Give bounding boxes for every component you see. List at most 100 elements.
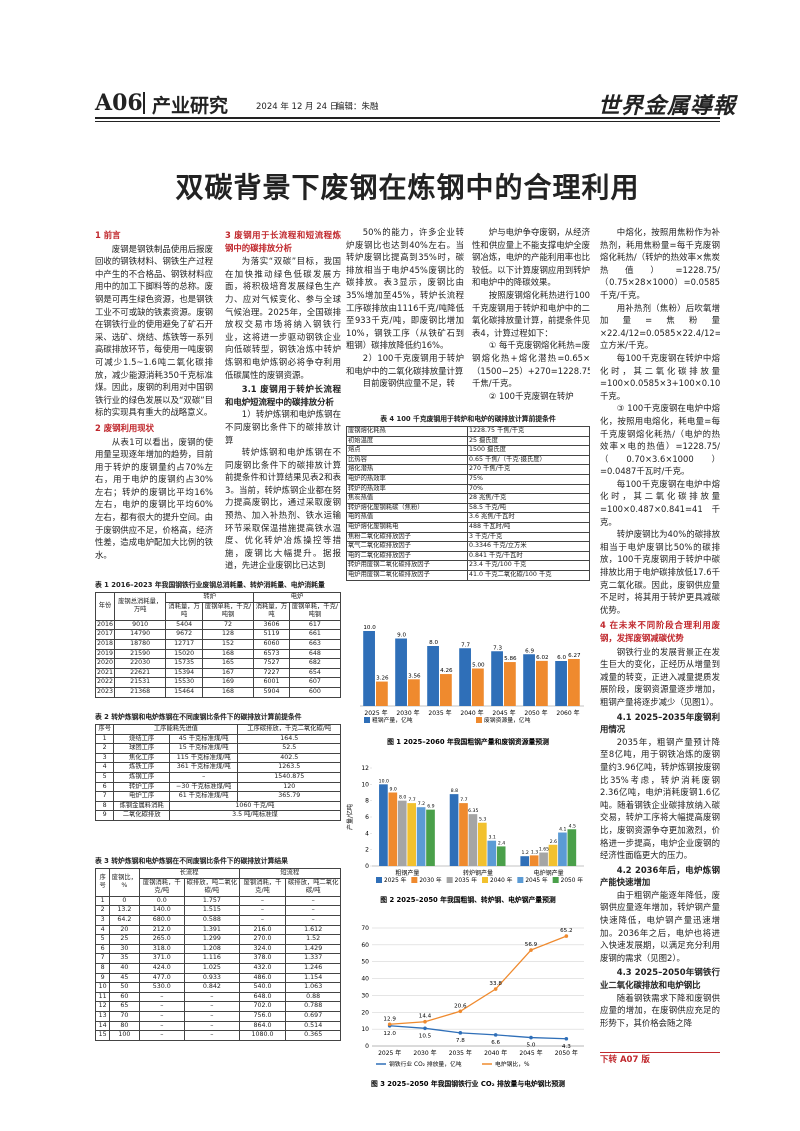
table-cell: – <box>285 914 341 926</box>
data-label: 65.2 <box>560 928 572 934</box>
data-label: 4.1 <box>559 827 566 833</box>
data-label: 6.9 <box>525 648 534 654</box>
table-cell: 432.0 <box>238 962 287 974</box>
header-cell: 废钢单耗，千克/吨钢 <box>288 601 342 621</box>
text-column: 炉与电炉争夺废钢，从经济性和供应量上不能支撑电炉全废钢冶炼，电炉的产能利用率也比… <box>472 226 590 412</box>
table-cell: 100 <box>109 1030 140 1041</box>
table-cell: 0.841 千克/千瓦时 <box>467 550 590 562</box>
table-block: 表 3 转炉炼钢和电炉炼钢在不同废钢比条件下的碳排放计算结果 序号 废钢比，% 长流程… <box>94 856 342 1041</box>
table-cell: 58.5 千克/吨 <box>467 502 590 514</box>
table-cell: 电炉的热效率 <box>346 473 468 485</box>
table-row: 5 炼钢工序 –1540.875 <box>94 771 341 783</box>
table-cell: 41.0 千克二氧化碳/100 千克 <box>467 569 590 581</box>
data-label: 5.3 <box>479 817 486 823</box>
heading: 4.2 2036年后，电炉炼钢产能快速增加 <box>600 864 720 888</box>
x-tick-label: 2045 年 <box>519 1049 542 1057</box>
line <box>389 935 567 1025</box>
bar <box>478 822 487 866</box>
y-tick-label: 6 <box>365 814 369 821</box>
table-cell: 45 <box>109 972 140 984</box>
table-cell: 20 <box>109 924 140 936</box>
heading: 3 废钢用于长流程和短流程炼钢中的碳排放分析 <box>225 230 341 253</box>
table-cell: 二氧化碳排放 <box>113 810 170 821</box>
table-cell: 5904 <box>253 686 290 698</box>
table-cell: 152 <box>201 638 255 650</box>
point <box>423 1026 427 1031</box>
table-cell: 0.697 <box>285 1010 341 1022</box>
header-group: 长流程 <box>138 868 240 879</box>
table-cell: 1.515 <box>184 905 240 916</box>
table-row: 焦炭热值 28 兆焦/千克 <box>346 493 590 504</box>
x-tick-label: 2030 年 <box>413 1049 436 1057</box>
table-cell: 28 兆焦/千克 <box>467 493 590 504</box>
table-cell: 1.391 <box>184 924 240 936</box>
table-cell: 13.2 <box>109 905 140 916</box>
paragraph: 转炉炼钢和电炉炼钢在不同废钢比条件下的碳排放计算前提条件和计算结果见表2和表3。… <box>225 447 341 571</box>
table-cell: 12 <box>94 1001 111 1012</box>
table-cell: 1.429 <box>285 943 341 955</box>
table-row: 2018 18780 12717 152 6060 663 <box>94 638 342 650</box>
paragraph: 钢铁行业的发展背景正在发生巨大的变化，正经历从增量到减量的转变，正进入减量提质发… <box>600 646 720 707</box>
table-cell: 60 <box>109 991 140 1003</box>
table-cell: 25 <box>109 934 140 945</box>
bar <box>539 852 548 866</box>
data-label: 2.4 <box>498 840 505 846</box>
table-cell: 365.79 <box>237 791 341 802</box>
bar <box>468 814 478 866</box>
table-row: 熔化潜热 270 千焦/千克 <box>346 464 590 475</box>
table-cell: 1.299 <box>184 934 240 945</box>
legend-swatch <box>476 717 482 723</box>
table-cell: 1.025 <box>184 962 240 974</box>
table-cell: 6001 <box>253 677 290 688</box>
table-row: 6 30 318.0 1.208 324.0 1.429 <box>94 943 341 955</box>
table-cell: 1228.75 千焦/千克 <box>467 426 590 437</box>
table-cell: 0.65 千焦/（千克·摄氏度） <box>467 454 590 466</box>
data-label: 33.8 <box>489 981 502 987</box>
table-cell: 324.0 <box>238 943 287 955</box>
table-cell: 378.0 <box>238 953 287 964</box>
table-cell: 30 <box>109 943 140 955</box>
table-cell: 1.52 <box>285 934 341 945</box>
y-tick-label: 8 <box>365 798 369 805</box>
bar <box>449 794 459 866</box>
bar <box>487 840 497 866</box>
paragraph: 目前废钢供应量不足，转 <box>362 378 455 389</box>
header-group: 电炉 <box>253 592 341 603</box>
table-cell: 167 <box>201 667 255 679</box>
table-cell: 2018 <box>94 638 116 650</box>
table-cell: 40 <box>109 962 140 974</box>
paragraph: 为落实“双碳”目标，我国在加快推动绿色低碳发展方面，将积极培育发展绿色生产力、应… <box>225 256 341 380</box>
table-cell: 168 <box>201 686 255 698</box>
date: 2024 年 12 月 24 日 <box>256 102 339 112</box>
table-cell: 2016 <box>94 619 116 631</box>
table-cell: 65 <box>109 1001 140 1012</box>
table-cell: 15464 <box>165 686 203 698</box>
table-row: 1 0 0.0 1.757– – <box>94 895 341 907</box>
table-cell: 600 <box>288 686 342 698</box>
table-cell: 电炉工序 <box>113 791 170 802</box>
text-column: 50%的能力，许多企业转炉废钢比也达到40%左右。当转炉废钢比提高到35%时，碳… <box>346 226 464 412</box>
table-cell: 488 千瓦时/吨 <box>467 521 590 533</box>
table-cell: 270.0 <box>238 934 287 945</box>
table-cell: 1080.0 <box>238 1030 287 1041</box>
table-row: 5 25 265.0 1.299 270.0 1.52 <box>94 934 341 945</box>
table-cell: 22030 <box>114 658 167 669</box>
table-cell: 15020 <box>165 648 203 660</box>
data-label: 7.8 <box>456 1038 465 1044</box>
table-cell: 361 千克标准煤/吨 <box>168 762 239 773</box>
y-tick-label: 2 <box>365 847 369 854</box>
table-cell: 1.063 <box>285 982 341 993</box>
table-cell: 11 <box>94 991 111 1003</box>
y-tick-label: 50 <box>361 959 369 966</box>
table-row: 14 80– –864.0 0.514 <box>94 1020 341 1032</box>
table-cell: 7227 <box>253 667 290 679</box>
bar <box>555 661 567 706</box>
table-cell: 21531 <box>114 677 167 688</box>
table-cell: 电的二氧化碳排放因子 <box>346 550 468 562</box>
x-tick-label: 2025 年 <box>378 1049 401 1057</box>
table-row: 15 100– –1080.0 0.365 <box>94 1030 341 1041</box>
table-cell: 35 <box>109 953 140 964</box>
table-cell: 2 <box>94 743 115 754</box>
table-row: 焦粉二氧化碳排放因子 3 千克/千克 <box>346 531 590 543</box>
paragraph: 中熔化，按照用焦粉作为补热剂，耗用焦粉量=每千克废钢熔化耗热/（转炉的热效率×焦… <box>600 227 720 300</box>
